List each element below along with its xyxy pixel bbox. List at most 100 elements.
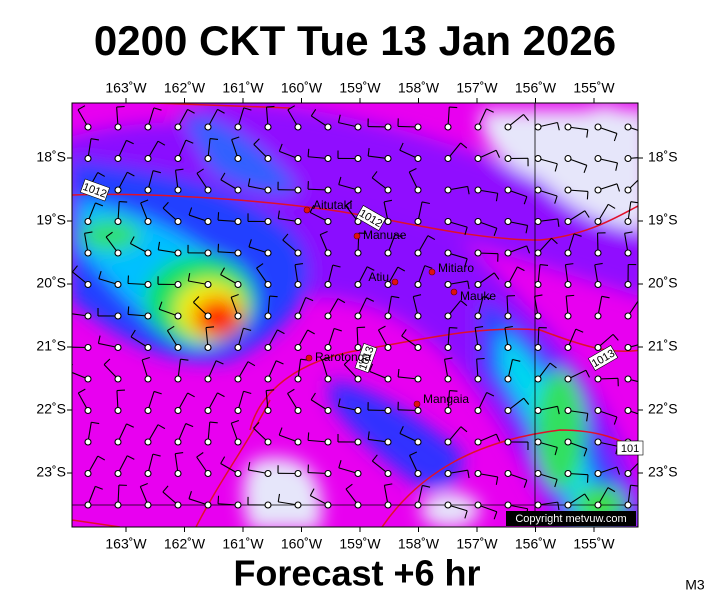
wind-barb-flag <box>583 448 588 457</box>
wind-barb-flag <box>193 296 200 303</box>
wind-barb-flag <box>167 325 175 332</box>
wind-station <box>174 469 182 478</box>
wind-barb-flag <box>187 108 195 114</box>
wind-station <box>174 501 182 509</box>
wind-station <box>294 186 302 194</box>
wind-station <box>414 501 422 509</box>
wind-station <box>264 186 272 194</box>
wind-barb-flag <box>307 329 315 335</box>
wind-barb-flag <box>467 280 470 290</box>
wind-barb-flag <box>551 237 558 245</box>
wind-station <box>204 280 212 289</box>
wind-barb-flag <box>371 454 378 462</box>
wind-barb-flag <box>126 455 135 460</box>
longitude-label: 162˚W <box>164 80 206 96</box>
wind-barb-flag <box>648 440 649 448</box>
wind-station <box>444 312 452 320</box>
wind-station <box>234 123 242 131</box>
wind-station <box>324 154 332 163</box>
isobar-label-group: 101 <box>616 440 644 456</box>
wind-station <box>594 280 602 289</box>
wind-barb-flag <box>523 114 530 121</box>
island-dot <box>353 232 361 240</box>
wind-barb-flag <box>105 231 113 238</box>
wind-station <box>624 154 632 163</box>
wind-station <box>234 343 242 352</box>
island-dot <box>305 354 313 362</box>
wind-barb-flag <box>534 294 543 297</box>
wind-station <box>504 375 512 383</box>
wind-station <box>204 438 212 446</box>
wind-station <box>324 123 332 131</box>
wind-station <box>354 469 362 478</box>
island-dot <box>413 400 421 408</box>
wind-station <box>384 123 392 131</box>
wind-barb-flag <box>175 452 184 455</box>
wind-barb-flag <box>526 245 531 254</box>
island-name: Rarotonga <box>315 350 371 364</box>
wind-station <box>594 501 602 509</box>
wind-barb-flag <box>309 488 315 496</box>
wind-barb-flag <box>616 183 621 192</box>
wind-station <box>324 186 332 194</box>
wind-barb-flag <box>243 327 252 331</box>
wind-station <box>534 280 542 289</box>
wind-station <box>144 186 152 194</box>
wind-barb-flag <box>332 264 341 268</box>
wind-station <box>144 406 152 415</box>
wind-station <box>474 312 482 320</box>
wind-station <box>234 186 242 194</box>
wind-station <box>564 123 572 131</box>
wind-barb-flag <box>278 143 283 152</box>
wind-station <box>564 469 572 478</box>
wind-barb-flag <box>525 225 529 234</box>
wind-barb-flag <box>391 295 400 299</box>
wind-station <box>234 438 242 446</box>
wind-barb-flag <box>126 423 134 428</box>
wind-barb-flag <box>220 172 226 181</box>
wind-station <box>204 217 212 226</box>
wind-station <box>174 217 182 226</box>
wind-station <box>144 469 152 478</box>
wind-station <box>594 438 602 446</box>
wind-station <box>444 406 452 415</box>
wind-station <box>294 501 302 509</box>
wind-barb-flag <box>460 300 468 307</box>
wind-barb-flag <box>540 264 549 266</box>
island-dot <box>391 278 399 286</box>
wind-barb-flag <box>486 108 494 113</box>
wind-barb-flag <box>282 233 289 241</box>
wind-station <box>594 154 602 163</box>
wind-barb-flag <box>557 218 560 227</box>
wind-station <box>354 438 362 446</box>
wind-station <box>174 406 182 415</box>
wind-station <box>564 501 572 509</box>
wind-barb-flag <box>366 266 375 271</box>
wind-barb-flag <box>575 328 584 333</box>
wind-barb-flag <box>517 266 525 272</box>
wind-station <box>474 343 482 352</box>
wind-station <box>624 123 632 131</box>
wind-station <box>204 123 212 131</box>
wind-barb-flag <box>601 295 610 299</box>
wind-station <box>384 438 392 446</box>
wind-barb-flag <box>397 266 406 272</box>
wind-barb-flag <box>366 297 375 302</box>
wind-barb-flag <box>185 423 194 428</box>
wind-barb-flag <box>141 357 150 361</box>
wind-barb-flag <box>130 329 136 338</box>
wind-station <box>354 154 362 163</box>
wind-station <box>414 312 422 320</box>
wind-station <box>174 249 182 257</box>
wind-barb-flag <box>72 265 78 273</box>
wind-barb-flag <box>408 168 417 173</box>
wind-barb-flag <box>127 306 130 315</box>
wind-barb-flag <box>495 476 499 485</box>
wind-barb-flag <box>383 199 393 203</box>
wind-station <box>294 123 302 131</box>
wind-station <box>84 217 92 226</box>
wind-station <box>384 501 392 509</box>
wind-station <box>354 343 362 352</box>
wind-barb-flag <box>129 236 135 244</box>
island-name: Aitutaki <box>313 198 352 212</box>
